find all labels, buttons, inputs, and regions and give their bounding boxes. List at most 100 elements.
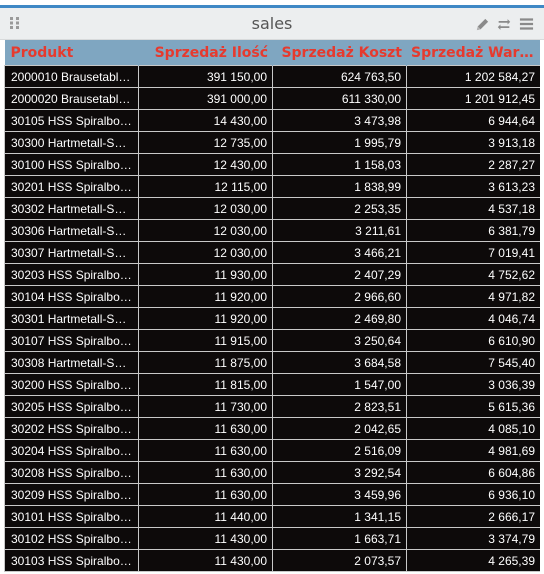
quantity-cell: 11 430,00 — [138, 527, 273, 550]
column-header-sprzedaz-ilosc[interactable]: Sprzedaż Ilość — [138, 40, 273, 66]
produkt-cell: 30301 Hartmetall-Spiralbohrer — [4, 307, 139, 330]
table-row[interactable]: 30203 HSS Spiralbohrer 11 930,00 2 407,29 4… — [4, 263, 540, 286]
cost-cell: 3 459,96 — [272, 483, 407, 506]
menu-icon[interactable] — [518, 16, 534, 32]
value-cell: 4 981,69 — [406, 439, 540, 462]
value-cell: 4 537,18 — [406, 197, 540, 220]
value-cell: 2 666,17 — [406, 505, 540, 528]
value-cell: 4 265,39 — [406, 549, 540, 572]
produkt-cell: 30100 HSS Spiralbohrer — [4, 153, 139, 176]
produkt-cell: 30208 HSS Spiralbohrer — [4, 461, 139, 484]
quantity-cell: 11 730,00 — [138, 395, 273, 418]
value-cell: 4 752,62 — [406, 263, 540, 286]
quantity-cell: 14 430,00 — [138, 109, 273, 132]
column-header-sprzedaz-wartosc[interactable]: Sprzedaż Wartość — [406, 40, 540, 66]
quantity-cell: 11 920,00 — [138, 285, 273, 308]
table-row[interactable]: 30100 HSS Spiralbohrer 12 430,00 1 158,03 2… — [4, 153, 540, 176]
produkt-cell: 30203 HSS Spiralbohrer — [4, 263, 139, 286]
value-cell: 2 287,27 — [406, 153, 540, 176]
table-row[interactable]: 30200 HSS Spiralbohrer 11 815,00 1 547,00 3… — [4, 373, 540, 396]
quantity-cell: 11 920,00 — [138, 307, 273, 330]
produkt-cell: 30209 HSS Spiralbohrer — [4, 483, 139, 506]
cost-cell: 3 250,64 — [272, 329, 407, 352]
value-cell: 7 545,40 — [406, 351, 540, 374]
produkt-cell: 30104 HSS Spiralbohrer — [4, 285, 139, 308]
cost-cell: 3 684,58 — [272, 351, 407, 374]
value-cell: 6 936,10 — [406, 483, 540, 506]
table-row[interactable]: 30201 HSS Spiralbohrer 12 115,00 1 838,99 3… — [4, 175, 540, 198]
table-row[interactable]: 30209 HSS Spiralbohrer 11 630,00 3 459,96 6… — [4, 483, 540, 506]
produkt-cell: 30202 HSS Spiralbohrer — [4, 417, 139, 440]
value-cell: 6 604,86 — [406, 461, 540, 484]
quantity-cell: 12 115,00 — [138, 175, 273, 198]
produkt-cell: 30102 HSS Spiralbohrer — [4, 527, 139, 550]
table-row[interactable]: 30205 HSS Spiralbohrer 11 730,00 2 823,51 5… — [4, 395, 540, 418]
table-row[interactable]: 2000020 Brausetablette 391 000,00 611 330,… — [4, 87, 540, 110]
cost-cell: 1 838,99 — [272, 175, 407, 198]
value-cell: 7 019,41 — [406, 241, 540, 264]
refresh-icon[interactable] — [496, 16, 512, 32]
quantity-cell: 11 630,00 — [138, 417, 273, 440]
quantity-cell: 12 030,00 — [138, 241, 273, 264]
produkt-cell: 30308 Hartmetall-Spiralbohrer — [4, 351, 139, 374]
produkt-cell: 30307 Hartmetall-Spiralbohrer — [4, 241, 139, 264]
value-cell: 4 085,10 — [406, 417, 540, 440]
sales-table-container[interactable]: Produkt Sprzedaż Ilość Sprzedaż Koszt Sp… — [4, 40, 540, 574]
cost-cell: 624 763,50 — [272, 65, 407, 88]
table-row[interactable]: 30105 HSS Spiralbohrer 14 430,00 3 473,98 6… — [4, 109, 540, 132]
pencil-icon[interactable] — [474, 16, 490, 32]
quantity-cell: 11 915,00 — [138, 329, 273, 352]
produkt-cell: 30201 HSS Spiralbohrer — [4, 175, 139, 198]
produkt-cell: 30107 HSS Spiralbohrer — [4, 329, 139, 352]
column-header-produkt[interactable]: Produkt — [4, 40, 139, 66]
widget-titlebar: sales — [0, 8, 544, 40]
quantity-cell: 11 630,00 — [138, 439, 273, 462]
value-cell: 3 913,18 — [406, 131, 540, 154]
cost-cell: 2 516,09 — [272, 439, 407, 462]
produkt-cell: 2000010 Brausetablette — [4, 65, 139, 88]
cost-cell: 3 211,61 — [272, 219, 407, 242]
produkt-cell: 30105 HSS Spiralbohrer — [4, 109, 139, 132]
cost-cell: 2 073,57 — [272, 549, 407, 572]
cost-cell: 3 466,21 — [272, 241, 407, 264]
drag-handle-icon[interactable] — [9, 16, 21, 30]
produkt-cell: 30200 HSS Spiralbohrer — [4, 373, 139, 396]
table-row[interactable]: 30208 HSS Spiralbohrer 11 630,00 3 292,54 6… — [4, 461, 540, 484]
widget-toolbar — [474, 15, 534, 33]
cost-cell: 2 469,80 — [272, 307, 407, 330]
quantity-cell: 12 030,00 — [138, 219, 273, 242]
table-header-row: Produkt Sprzedaż Ilość Sprzedaż Koszt Sp… — [4, 40, 540, 66]
widget-top-accent — [0, 5, 544, 8]
table-row[interactable]: 30204 HSS Spiralbohrer 11 630,00 2 516,09 4… — [4, 439, 540, 462]
value-cell: 6 381,79 — [406, 219, 540, 242]
table-row[interactable]: 30104 HSS Spiralbohrer 11 920,00 2 966,60 4… — [4, 285, 540, 308]
cost-cell: 2 823,51 — [272, 395, 407, 418]
column-header-sprzedaz-koszt[interactable]: Sprzedaż Koszt — [272, 40, 407, 66]
cost-cell: 1 547,00 — [272, 373, 407, 396]
quantity-cell: 11 930,00 — [138, 263, 273, 286]
produkt-cell: 30300 Hartmetall-Spiralbohrer — [4, 131, 139, 154]
table-row[interactable]: 30101 HSS Spiralbohrer 11 440,00 1 341,15 2… — [4, 505, 540, 528]
quantity-cell: 12 030,00 — [138, 197, 273, 220]
produkt-cell: 30205 HSS Spiralbohrer — [4, 395, 139, 418]
table-row[interactable]: 2000010 Brausetablette 391 150,00 624 763,… — [4, 65, 540, 88]
produkt-cell: 2000020 Brausetablette — [4, 87, 139, 110]
produkt-cell: 30306 Hartmetall-Spiralbohrer — [4, 219, 139, 242]
table-row[interactable]: 30103 HSS Spiralbohrer 11 430,00 2 073,57 4… — [4, 549, 540, 572]
cost-cell: 2 042,65 — [272, 417, 407, 440]
quantity-cell: 11 440,00 — [138, 505, 273, 528]
table-row[interactable]: 30102 HSS Spiralbohrer 11 430,00 1 663,71 3… — [4, 527, 540, 550]
quantity-cell: 11 430,00 — [138, 549, 273, 572]
table-row[interactable]: 30107 HSS Spiralbohrer 11 915,00 3 250,64 6… — [4, 329, 540, 352]
value-cell: 4 046,74 — [406, 307, 540, 330]
quantity-cell: 12 430,00 — [138, 153, 273, 176]
cost-cell: 2 407,29 — [272, 263, 407, 286]
table-row[interactable]: 30202 HSS Spiralbohrer 11 630,00 2 042,65 4… — [4, 417, 540, 440]
